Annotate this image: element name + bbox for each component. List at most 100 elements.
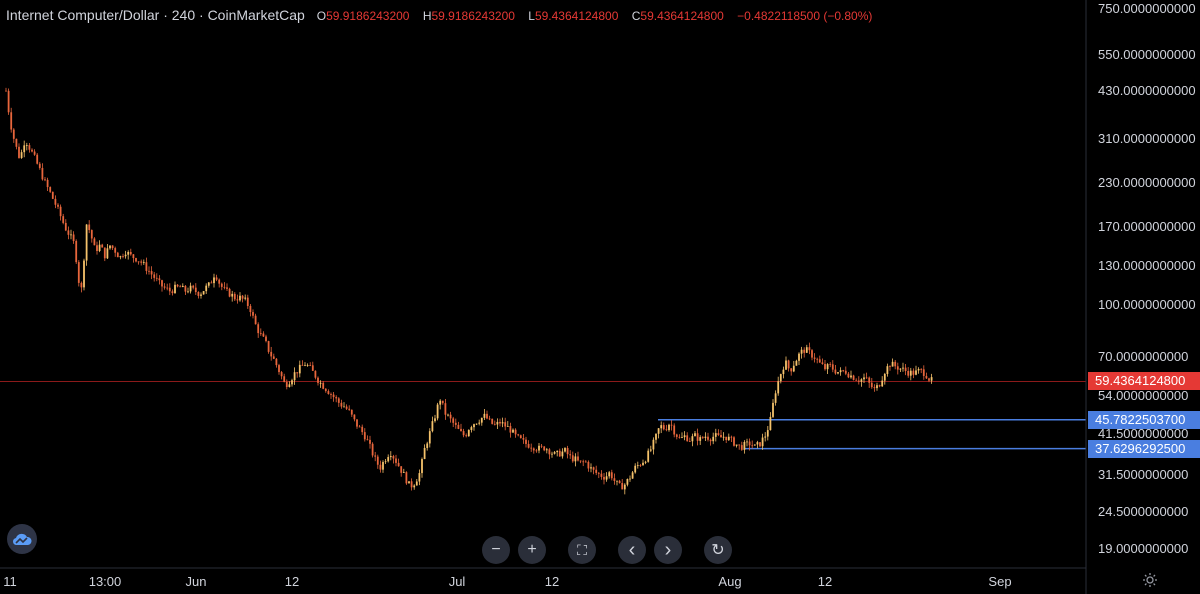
candle-body xyxy=(244,297,247,299)
candle-body xyxy=(891,361,894,367)
candle-body xyxy=(917,369,920,371)
zoom-in-button[interactable]: + xyxy=(518,536,546,564)
candle-body xyxy=(574,456,577,462)
candle-body xyxy=(644,461,647,463)
candle-body xyxy=(215,277,218,280)
candle-body xyxy=(254,315,257,325)
candle-body xyxy=(96,245,98,251)
price-tick-label: 230.0000000000 xyxy=(1098,174,1196,190)
candle-body xyxy=(389,456,392,458)
gear-icon[interactable] xyxy=(1142,572,1158,593)
candle-body xyxy=(577,456,579,461)
candle-body xyxy=(46,179,49,188)
candle-body xyxy=(67,230,70,235)
candle-body xyxy=(613,478,616,481)
candle-body xyxy=(662,425,665,430)
legend-separator: · xyxy=(199,7,204,23)
candle-body xyxy=(132,254,135,259)
candle-body xyxy=(62,216,65,223)
candle-body xyxy=(384,461,387,463)
candle-body xyxy=(530,447,533,449)
candle-body xyxy=(38,163,41,168)
candle-body xyxy=(865,377,868,379)
candle-body xyxy=(327,391,330,395)
candle-body xyxy=(735,444,738,446)
candle-body xyxy=(824,363,826,370)
fullscreen-button[interactable]: ⛶ xyxy=(568,536,596,564)
candle-body xyxy=(28,145,31,150)
price-tick-label: 41.5000000000 xyxy=(1098,426,1189,442)
candle-body xyxy=(210,282,213,284)
candle-body xyxy=(241,295,244,299)
candle-body xyxy=(452,418,455,423)
candle-body xyxy=(610,472,613,479)
candle-body xyxy=(904,367,907,372)
candle-body xyxy=(205,285,208,292)
candle-body xyxy=(135,258,137,262)
candle-body xyxy=(896,366,899,370)
candle-body xyxy=(189,285,192,292)
candle-body xyxy=(296,372,299,374)
candle-body xyxy=(148,270,150,272)
candle-body xyxy=(761,437,764,447)
candle-body xyxy=(298,364,301,374)
low-value: 59.4364124800 xyxy=(534,9,619,23)
candle-body xyxy=(116,252,119,258)
candle-body xyxy=(816,358,819,360)
candle-body xyxy=(213,277,215,284)
candle-body xyxy=(54,198,57,205)
candle-body xyxy=(33,151,36,155)
candle-body xyxy=(509,426,512,433)
candle-body xyxy=(499,421,501,424)
candle-body xyxy=(532,448,535,451)
candle-body xyxy=(285,381,288,387)
candle-body xyxy=(421,459,423,474)
price-tick-label: 170.0000000000 xyxy=(1098,219,1196,235)
candle-body xyxy=(467,430,470,437)
candle-body xyxy=(322,382,325,389)
candle-body xyxy=(236,299,239,301)
candle-body xyxy=(457,424,460,429)
candle-body xyxy=(480,417,483,423)
candle-body xyxy=(863,377,865,380)
zoom-out-button[interactable]: − xyxy=(482,536,510,564)
scroll-left-button[interactable]: ‹ xyxy=(618,536,646,564)
candle-body xyxy=(41,167,44,180)
candle-body xyxy=(465,435,468,437)
candle-body xyxy=(88,224,91,231)
candle-body xyxy=(756,442,759,445)
candle-body xyxy=(920,369,923,370)
candle-body xyxy=(369,439,371,444)
candle-body xyxy=(928,378,930,381)
candle-body xyxy=(486,413,488,419)
candle-body xyxy=(764,436,767,438)
candle-body xyxy=(382,462,384,470)
candle-body xyxy=(631,472,634,479)
candle-body xyxy=(876,385,878,389)
candle-body xyxy=(592,467,595,470)
price-tick-label: 31.5000000000 xyxy=(1098,466,1189,482)
candle-body xyxy=(350,409,353,415)
candle-body xyxy=(907,371,910,376)
candle-body xyxy=(122,256,124,258)
scroll-right-button[interactable]: › xyxy=(654,536,682,564)
candle-body xyxy=(306,365,309,367)
candle-body xyxy=(343,406,345,408)
candle-body xyxy=(90,230,93,239)
candle-body xyxy=(288,384,291,387)
candle-body xyxy=(603,476,605,480)
candle-body xyxy=(293,372,296,381)
candle-body xyxy=(275,358,278,366)
candle-body xyxy=(597,472,600,474)
tradingview-cloud-icon[interactable] xyxy=(7,524,37,554)
reset-chart-button[interactable]: ↻ xyxy=(704,536,732,564)
candle-body xyxy=(774,393,777,403)
candle-body xyxy=(902,367,904,369)
candle-body xyxy=(912,370,915,375)
candle-body xyxy=(145,262,148,271)
close-key: C xyxy=(631,9,641,23)
candle-body xyxy=(629,478,631,480)
candle-body xyxy=(798,353,800,361)
candle-body xyxy=(309,365,312,367)
